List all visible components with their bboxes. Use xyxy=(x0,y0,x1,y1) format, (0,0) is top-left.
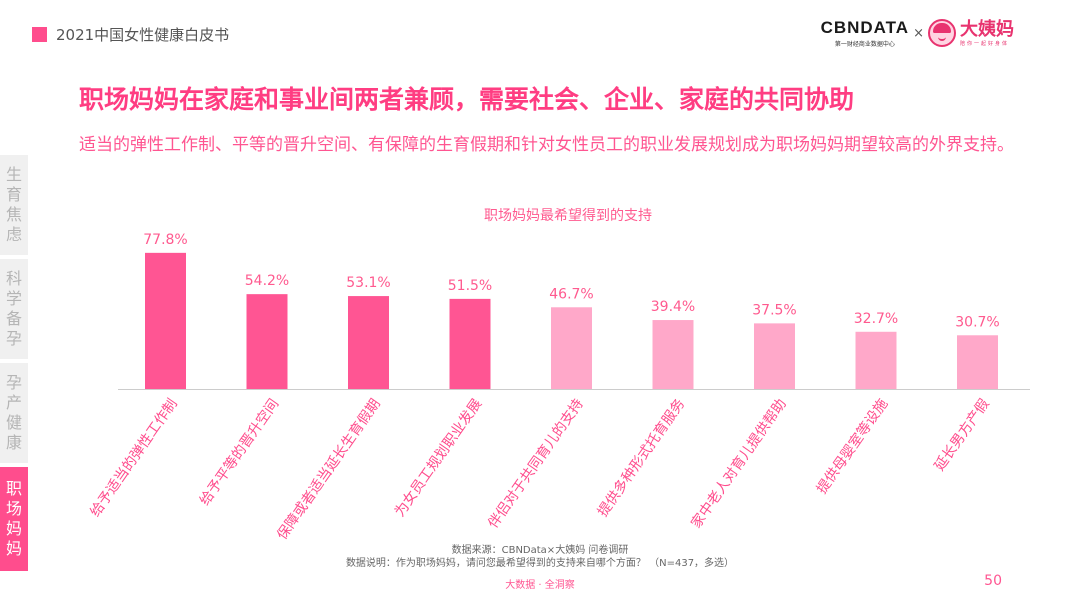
dayima-logo: 大姨妈 陪你一起好身体 xyxy=(960,18,1014,47)
category-label-1: 给予平等的晋升空间 xyxy=(196,396,282,509)
side-nav-char-2-3: 康 xyxy=(5,433,22,452)
category-label-7: 提供母婴室等设施 xyxy=(813,396,891,497)
value-label-6: 37.5% xyxy=(752,302,796,318)
brand-logos: CBNDATA 第一财经商业数据中心 × 大姨妈 陪你一起好身体 xyxy=(821,18,1014,48)
cbndata-logo: CBNDATA 第一财经商业数据中心 xyxy=(821,18,910,48)
side-nav-char-3-3: 妈 xyxy=(5,539,22,558)
cbndata-logo-subtext: 第一财经商业数据中心 xyxy=(834,41,895,48)
chart-title: 职场妈妈最希望得到的支持 xyxy=(484,207,652,224)
page-title: 职场妈妈在家庭和事业间两者兼顾，需要社会、企业、家庭的共同协助 xyxy=(79,85,855,114)
bar-6 xyxy=(754,323,795,389)
report-title: 2021中国女性健康白皮书 xyxy=(56,26,230,44)
dayima-face-icon xyxy=(928,19,956,47)
bar-4 xyxy=(551,307,592,389)
side-nav-item-2[interactable]: 孕产健康 xyxy=(0,363,28,463)
bar-5 xyxy=(652,320,694,389)
value-label-8: 30.7% xyxy=(955,314,999,330)
category-label-2: 保障或者适当延长生育假期 xyxy=(274,396,383,543)
bar-1 xyxy=(246,294,288,389)
bar-2 xyxy=(348,296,389,389)
bar-8 xyxy=(957,335,998,389)
source-note: 数据来源：CBNData×大姨妈 问卷调研 xyxy=(451,545,629,556)
dayima-logo-slogan: 陪你一起好身体 xyxy=(960,40,1010,47)
side-nav-char-2-0: 孕 xyxy=(5,373,22,392)
report-tag: 2021中国女性健康白皮书 xyxy=(32,24,229,45)
footer-tagline: 大数据 · 全洞察 xyxy=(505,580,575,591)
side-nav-char-3-2: 妈 xyxy=(5,519,22,538)
side-nav-char-0-2: 焦 xyxy=(5,205,22,224)
category-label-0: 给予适当的弹性工作制 xyxy=(87,396,180,520)
side-nav-char-0-1: 育 xyxy=(5,185,22,204)
data-note: 数据说明：作为职场妈妈，请问您最希望得到的支持来自哪个方面？ （N=437，多选… xyxy=(345,558,735,569)
side-nav-char-0-3: 虑 xyxy=(5,225,22,244)
cbndata-logo-text: CBNDATA xyxy=(820,18,910,37)
dayima-logo-text: 大姨妈 xyxy=(960,18,1014,40)
report-tag-square xyxy=(32,27,47,42)
side-nav-char-1-1: 学 xyxy=(5,289,22,308)
bar-0 xyxy=(145,252,186,389)
page-number: 50 xyxy=(984,573,1002,589)
side-nav-char-3-0: 职 xyxy=(5,479,22,498)
bar-3 xyxy=(449,298,491,389)
bar-7 xyxy=(855,331,897,389)
category-label-8: 延长男方产假 xyxy=(931,396,992,474)
brand-separator: × xyxy=(913,25,924,41)
value-label-3: 51.5% xyxy=(448,278,492,294)
side-nav-char-2-1: 产 xyxy=(5,393,22,412)
category-label-5: 提供多种形式托育服务 xyxy=(594,396,688,520)
page-subtitle: 适当的弹性工作制、平等的晋升空间、有保障的生育假期和针对女性员工的职业发展规划成… xyxy=(79,135,1014,155)
category-label-4: 伴侣对于共同育儿的支持 xyxy=(485,396,586,531)
side-nav-item-0[interactable]: 生育焦虑 xyxy=(0,155,28,255)
side-nav-char-1-2: 备 xyxy=(5,309,22,328)
side-nav-char-1-0: 科 xyxy=(5,269,22,288)
value-label-7: 32.7% xyxy=(854,311,898,327)
side-nav-item-3[interactable]: 职场妈妈 xyxy=(0,467,28,571)
value-label-2: 53.1% xyxy=(346,275,390,291)
value-label-5: 39.4% xyxy=(651,299,695,315)
category-label-6: 家中老人对育儿提供帮助 xyxy=(688,396,790,532)
side-nav-char-1-3: 孕 xyxy=(5,329,22,348)
value-label-0: 77.8% xyxy=(143,232,187,248)
value-label-1: 54.2% xyxy=(245,273,289,289)
side-nav-item-1[interactable]: 科学备孕 xyxy=(0,259,28,359)
side-nav-char-0-0: 生 xyxy=(5,165,22,184)
side-nav: 生育焦虑科学备孕孕产健康职场妈妈 xyxy=(0,155,28,575)
category-label-3: 为女员工规划职业发展 xyxy=(391,396,485,520)
side-nav-char-2-2: 健 xyxy=(5,413,22,432)
side-nav-char-3-1: 场 xyxy=(5,499,22,518)
value-label-4: 46.7% xyxy=(549,286,593,302)
